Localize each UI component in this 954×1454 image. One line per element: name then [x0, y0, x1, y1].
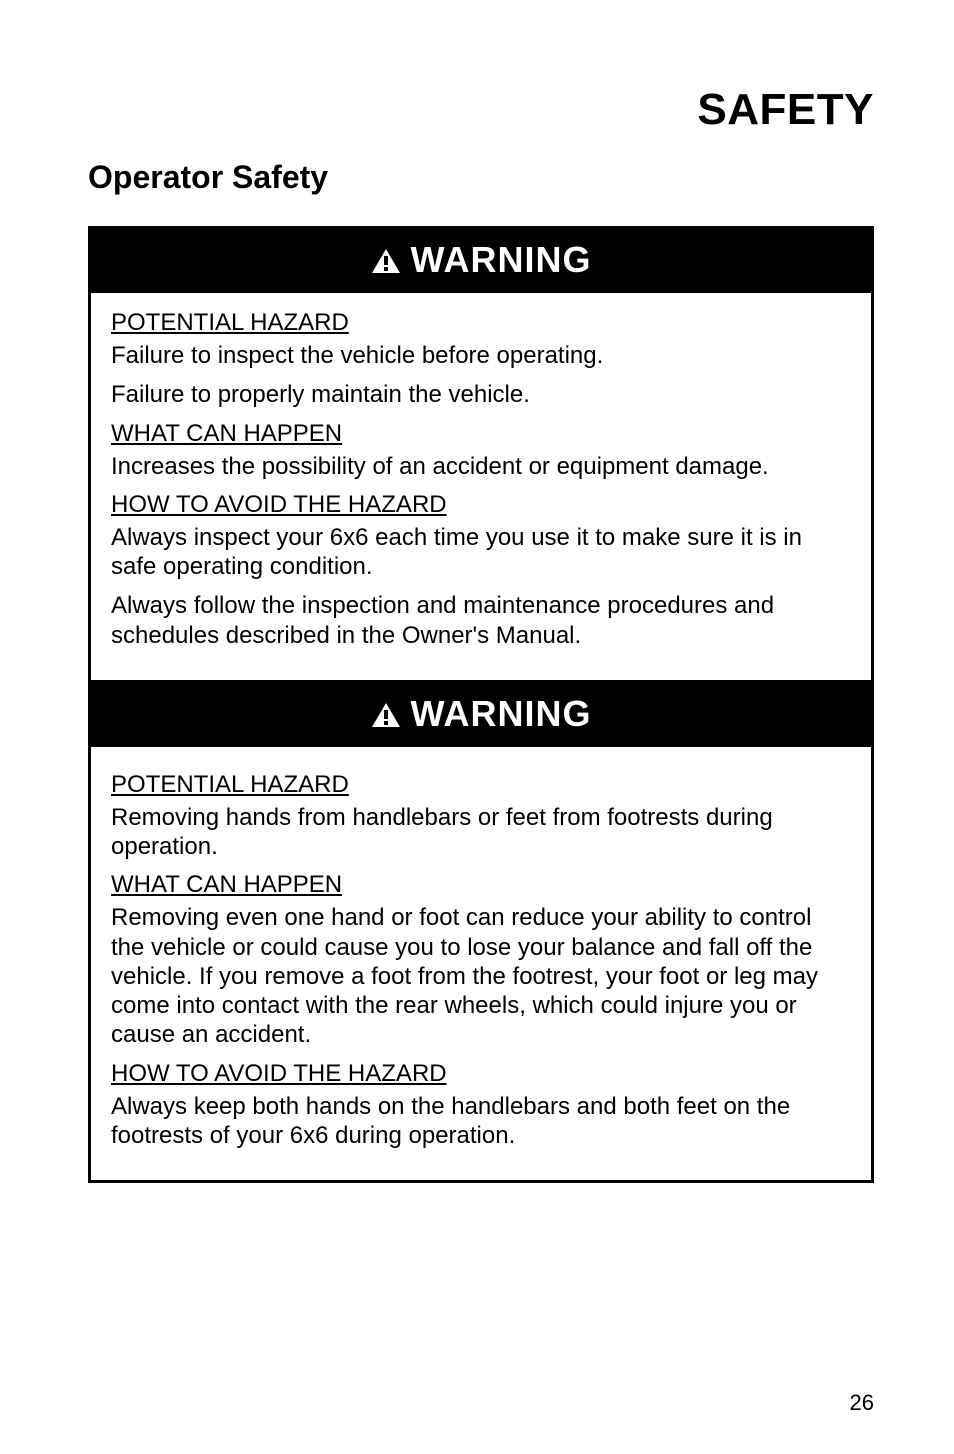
what-can-happen-label: WHAT CAN HAPPEN — [111, 420, 851, 448]
how-to-avoid-text: Always inspect your 6x6 each time you us… — [111, 523, 851, 582]
warning-header: WARNING — [91, 683, 871, 747]
how-to-avoid-text: Always keep both hands on the handlebars… — [111, 1092, 851, 1151]
potential-hazard-text: Removing hands from handlebars or feet f… — [111, 803, 851, 862]
what-can-happen-text: Increases the possibility of an accident… — [111, 452, 851, 481]
warning-box-2: WARNING POTENTIAL HAZARD Removing hands … — [88, 683, 874, 1183]
page-number: 26 — [850, 1390, 874, 1416]
warning-body: POTENTIAL HAZARD Failure to inspect the … — [91, 293, 871, 680]
potential-hazard-label: POTENTIAL HAZARD — [111, 309, 851, 337]
section-title: Operator Safety — [88, 159, 874, 196]
warning-header: WARNING — [91, 229, 871, 293]
how-to-avoid-label: HOW TO AVOID THE HAZARD — [111, 1060, 851, 1088]
what-can-happen-text: Removing even one hand or foot can reduc… — [111, 903, 851, 1049]
warning-triangle-icon — [371, 248, 401, 274]
potential-hazard-label: POTENTIAL HAZARD — [111, 771, 851, 799]
warning-header-text: WARNING — [411, 239, 592, 280]
potential-hazard-text: Failure to inspect the vehicle before op… — [111, 341, 851, 370]
warning-triangle-icon — [371, 702, 401, 728]
potential-hazard-text: Failure to properly maintain the vehicle… — [111, 380, 851, 409]
what-can-happen-label: WHAT CAN HAPPEN — [111, 871, 851, 899]
how-to-avoid-label: HOW TO AVOID THE HAZARD — [111, 491, 851, 519]
how-to-avoid-text: Always follow the inspection and mainten… — [111, 591, 851, 650]
warning-box-1: WARNING POTENTIAL HAZARD Failure to insp… — [88, 226, 874, 683]
warning-header-text: WARNING — [411, 693, 592, 734]
warning-body: POTENTIAL HAZARD Removing hands from han… — [91, 747, 871, 1180]
page-title: SAFETY — [88, 85, 874, 135]
